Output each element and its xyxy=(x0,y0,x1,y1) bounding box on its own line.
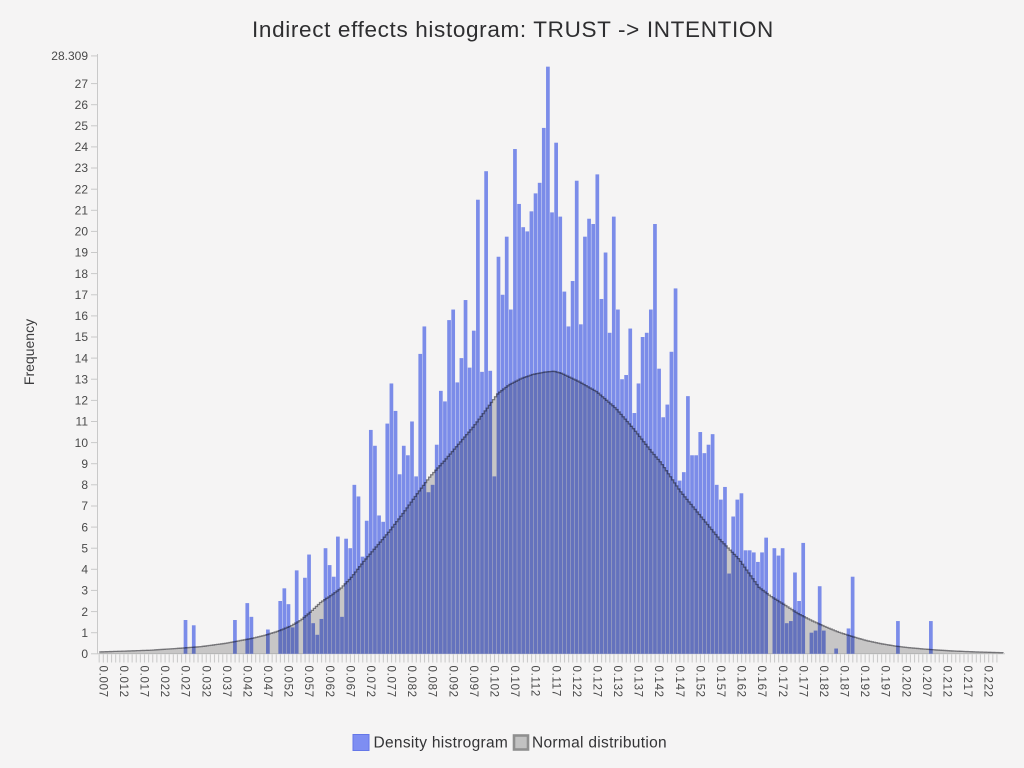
svg-text:2: 2 xyxy=(81,605,88,619)
svg-text:0.167: 0.167 xyxy=(755,666,767,698)
svg-text:1: 1 xyxy=(81,626,88,640)
svg-text:0.107: 0.107 xyxy=(508,666,520,698)
svg-text:0.027: 0.027 xyxy=(179,666,191,698)
svg-text:8: 8 xyxy=(81,478,88,492)
svg-text:0.182: 0.182 xyxy=(817,666,829,698)
svg-text:0.147: 0.147 xyxy=(673,666,685,698)
svg-text:19: 19 xyxy=(75,246,89,260)
svg-text:0.202: 0.202 xyxy=(899,666,911,698)
svg-text:0.047: 0.047 xyxy=(261,666,273,698)
svg-text:Frequency: Frequency xyxy=(21,319,37,385)
svg-text:0: 0 xyxy=(81,647,88,661)
svg-text:28.309: 28.309 xyxy=(51,49,88,63)
svg-text:Density histrogram: Density histrogram xyxy=(374,735,509,752)
svg-text:18: 18 xyxy=(75,267,89,281)
svg-text:22: 22 xyxy=(75,182,89,196)
svg-text:0.032: 0.032 xyxy=(199,666,211,698)
svg-text:6: 6 xyxy=(81,520,88,534)
svg-text:0.112: 0.112 xyxy=(529,666,541,697)
svg-text:0.067: 0.067 xyxy=(343,666,355,698)
svg-text:0.077: 0.077 xyxy=(385,666,397,698)
svg-text:0.092: 0.092 xyxy=(446,666,458,698)
svg-text:0.102: 0.102 xyxy=(488,666,500,698)
svg-text:0.017: 0.017 xyxy=(137,666,149,698)
svg-text:0.157: 0.157 xyxy=(714,666,726,698)
svg-text:23: 23 xyxy=(75,161,89,175)
svg-text:0.207: 0.207 xyxy=(920,666,932,698)
svg-text:0.197: 0.197 xyxy=(879,666,891,698)
svg-text:3: 3 xyxy=(81,584,88,598)
svg-text:0.082: 0.082 xyxy=(405,666,417,698)
svg-text:0.087: 0.087 xyxy=(426,666,438,698)
svg-text:12: 12 xyxy=(75,394,89,408)
svg-text:24: 24 xyxy=(75,140,89,154)
svg-text:0.062: 0.062 xyxy=(323,666,335,698)
svg-text:0.097: 0.097 xyxy=(467,666,479,698)
svg-text:0.072: 0.072 xyxy=(364,666,376,698)
svg-text:21: 21 xyxy=(75,204,89,218)
svg-text:0.187: 0.187 xyxy=(838,666,850,698)
svg-text:0.012: 0.012 xyxy=(117,666,129,698)
svg-text:0.142: 0.142 xyxy=(652,666,664,698)
svg-text:0.007: 0.007 xyxy=(96,666,108,698)
svg-text:Indirect effects histogram: TR: Indirect effects histogram: TRUST -> INT… xyxy=(252,17,774,42)
svg-text:0.127: 0.127 xyxy=(590,666,602,698)
svg-text:0.172: 0.172 xyxy=(776,666,788,698)
svg-text:26: 26 xyxy=(75,98,89,112)
svg-text:0.222: 0.222 xyxy=(982,666,994,698)
svg-text:0.152: 0.152 xyxy=(693,666,705,698)
svg-text:27: 27 xyxy=(75,77,89,91)
svg-text:0.192: 0.192 xyxy=(858,666,870,698)
svg-text:25: 25 xyxy=(75,119,89,133)
svg-text:0.177: 0.177 xyxy=(796,666,808,698)
svg-text:0.117: 0.117 xyxy=(549,666,561,697)
svg-text:0.122: 0.122 xyxy=(570,666,582,698)
svg-text:0.052: 0.052 xyxy=(282,666,294,698)
svg-text:13: 13 xyxy=(75,372,89,386)
svg-text:0.212: 0.212 xyxy=(940,666,952,698)
svg-text:10: 10 xyxy=(75,436,89,450)
svg-text:16: 16 xyxy=(75,309,89,323)
svg-text:11: 11 xyxy=(76,415,89,429)
svg-text:14: 14 xyxy=(75,351,89,365)
svg-text:5: 5 xyxy=(81,541,88,555)
svg-text:0.022: 0.022 xyxy=(158,666,170,698)
svg-text:0.057: 0.057 xyxy=(302,666,314,698)
svg-text:4: 4 xyxy=(81,563,88,577)
svg-text:0.217: 0.217 xyxy=(961,666,973,698)
svg-text:15: 15 xyxy=(75,330,89,344)
svg-text:9: 9 xyxy=(81,457,88,471)
svg-text:Normal distribution: Normal distribution xyxy=(532,735,667,752)
svg-text:7: 7 xyxy=(81,499,88,513)
svg-text:17: 17 xyxy=(75,288,89,302)
svg-text:20: 20 xyxy=(75,225,89,239)
svg-text:0.162: 0.162 xyxy=(735,666,747,698)
svg-text:0.042: 0.042 xyxy=(240,666,252,698)
svg-text:0.132: 0.132 xyxy=(611,666,623,698)
svg-text:0.037: 0.037 xyxy=(220,666,232,698)
svg-text:0.137: 0.137 xyxy=(632,666,644,698)
